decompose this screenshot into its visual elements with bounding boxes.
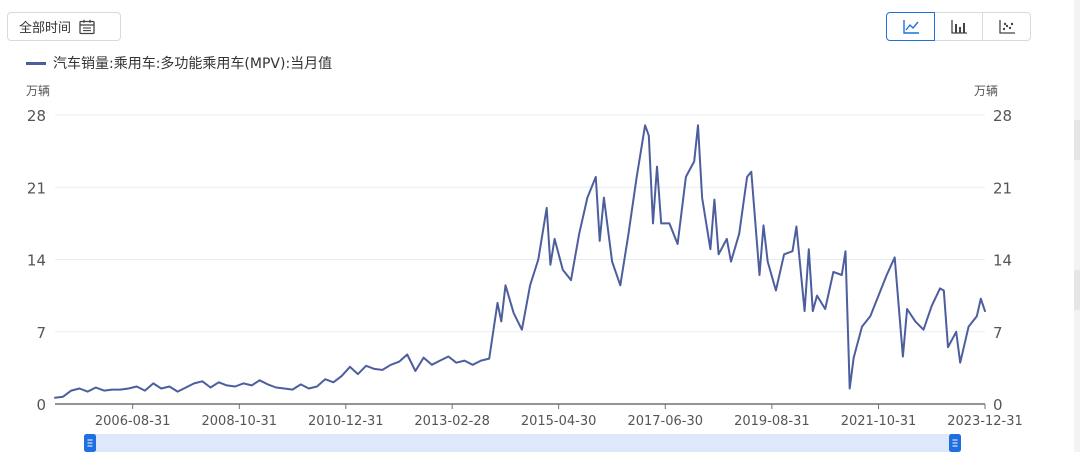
time-range-label: 全部时间 bbox=[19, 21, 72, 36]
y-tick-label-left: 21 bbox=[27, 179, 46, 197]
x-tick-label: 2023-12-31 bbox=[947, 414, 1023, 429]
legend-series-name: 汽车销量:乘用车:多功能乘用车(MPV):当月值 bbox=[53, 56, 333, 72]
y-tick-label-right: 0 bbox=[993, 396, 1003, 414]
y-tick-label-right: 21 bbox=[993, 179, 1012, 197]
x-tick-label: 2013-02-28 bbox=[414, 414, 490, 429]
calendar-icon[interactable] bbox=[78, 18, 96, 36]
line-chart-button[interactable] bbox=[886, 12, 935, 41]
y-tick-label-right: 7 bbox=[993, 324, 1003, 342]
chart-type-switcher bbox=[886, 12, 1031, 41]
y-tick-label-left: 7 bbox=[36, 324, 46, 342]
scatter-chart-icon bbox=[998, 19, 1015, 34]
y-tick-label-left: 28 bbox=[27, 107, 46, 125]
range-slider-right-handle[interactable] bbox=[949, 434, 961, 452]
scrollbar-edge[interactable] bbox=[1074, 0, 1080, 452]
scatter-chart-button[interactable] bbox=[982, 12, 1031, 41]
legend-swatch bbox=[26, 61, 46, 65]
range-slider-left-handle[interactable] bbox=[84, 434, 96, 452]
y-tick-label-right: 28 bbox=[993, 107, 1012, 125]
x-tick-label: 2006-08-31 bbox=[95, 414, 171, 429]
time-range-button[interactable]: 全部时间 bbox=[7, 12, 121, 41]
x-tick-label: 2019-08-31 bbox=[734, 414, 810, 429]
y-tick-label-left: 0 bbox=[36, 396, 46, 414]
x-tick-label: 2008-10-31 bbox=[202, 414, 278, 429]
range-slider-track[interactable] bbox=[90, 434, 956, 452]
chart-legend[interactable]: 汽车销量:乘用车:多功能乘用车(MPV):当月值 bbox=[26, 53, 332, 73]
line-chart-icon bbox=[902, 19, 919, 34]
range-slider[interactable] bbox=[84, 434, 961, 452]
x-tick-label: 2021-10-31 bbox=[841, 414, 917, 429]
y-tick-label-left: 14 bbox=[27, 252, 46, 270]
x-tick-label: 2017-06-30 bbox=[627, 414, 703, 429]
y-tick-label-right: 14 bbox=[993, 252, 1012, 270]
bar-chart-icon bbox=[950, 19, 967, 34]
series-line[interactable] bbox=[54, 124, 986, 399]
x-tick-label: 2015-04-30 bbox=[521, 414, 597, 429]
y-axis-label-left: 万辆 bbox=[26, 84, 50, 98]
x-tick-label: 2010-12-31 bbox=[308, 414, 384, 429]
y-axis-label-right: 万辆 bbox=[974, 84, 998, 98]
